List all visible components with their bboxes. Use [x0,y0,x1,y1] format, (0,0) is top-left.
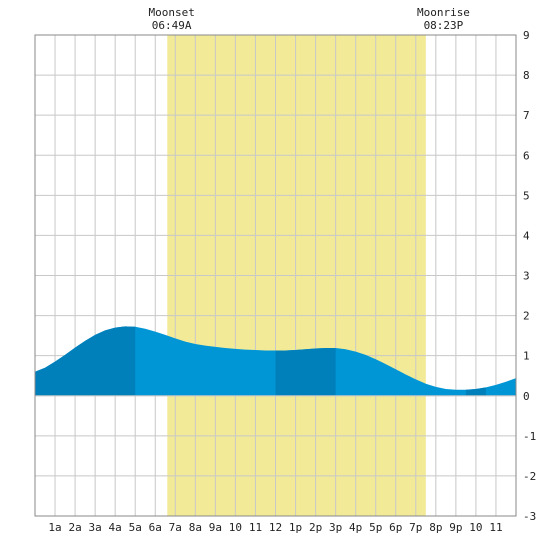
x-tick-label: 11 [489,521,502,534]
x-tick-label: 1a [48,521,61,534]
x-axis-labels: 1a 2a 3a 4a 5a 6a 7a 8a 9a 10 11 12 1p 2p 3p 4p 5p 6p 7p 8p… [48,521,502,534]
x-tick-label: 1p [289,521,302,534]
annotation-title: Moonset [149,6,195,19]
tide-area-dark-band [275,348,336,396]
y-tick-label: 1 [523,350,530,363]
x-tick-label: 7a [169,521,182,534]
x-tick-label: 12 [269,521,282,534]
x-tick-label: 3p [329,521,342,534]
annotation-title: Moonrise [417,6,470,19]
tide-layer [35,326,516,396]
y-tick-label: 3 [523,270,530,283]
x-tick-label: 4a [109,521,122,534]
x-tick-label: 11 [249,521,262,534]
y-tick-label: 8 [523,69,530,82]
x-tick-label: 8a [189,521,202,534]
x-tick-label: 9a [209,521,222,534]
y-tick-label: 2 [523,310,530,323]
y-tick-label: 7 [523,109,530,122]
x-tick-label: 6p [389,521,402,534]
y-tick-label: -3 [523,510,536,523]
x-tick-label: 3a [89,521,102,534]
x-tick-label: 7p [409,521,422,534]
y-tick-label: 0 [523,390,530,403]
x-tick-label: 2p [309,521,322,534]
x-tick-label: 10 [469,521,482,534]
tide-area-dark-band [35,326,136,396]
tide-area-dark-band [465,387,486,396]
x-tick-label: 2a [68,521,81,534]
x-tick-label: 9p [449,521,462,534]
y-tick-label: -2 [523,470,536,483]
y-axis-labels: -3 -2 -1 0 1 2 3 4 5 6 7 8 9 [523,29,536,523]
y-tick-label: 9 [523,29,530,42]
plot-border [34,34,517,517]
x-tick-label: 10 [229,521,242,534]
annotation-time: 06:49A [152,19,192,32]
y-tick-label: -1 [523,430,536,443]
annotation-time: 08:23P [424,19,464,32]
y-tick-label: 4 [523,229,530,242]
x-tick-label: 4p [349,521,362,534]
y-tick-label: 6 [523,149,530,162]
x-tick-label: 5a [129,521,142,534]
x-tick-label: 5p [369,521,382,534]
y-tick-label: 5 [523,189,530,202]
x-tick-label: 6a [149,521,162,534]
x-tick-label: 8p [429,521,442,534]
grid-lines [35,34,516,517]
